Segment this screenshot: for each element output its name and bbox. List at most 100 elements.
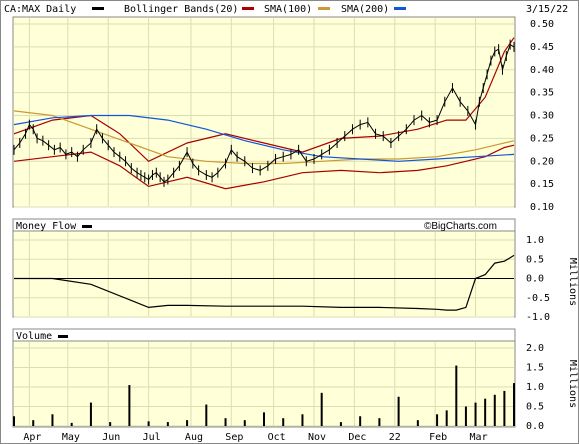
money-flow-y-axis: 1.0 0.5 0.0 -0.5 -1.0 xyxy=(526,235,550,323)
watermark: ©BigCharts.com xyxy=(424,221,497,232)
x-tick-label: Aug xyxy=(185,432,203,443)
sma200-legend-swatch xyxy=(394,7,406,10)
volume-bar xyxy=(13,416,15,426)
volume-bar xyxy=(282,418,285,426)
price-y-axis: 0.10 0.15 0.20 0.25 0.30 0.35 0.40 0.45 0.50 xyxy=(530,19,554,213)
money-flow-grid xyxy=(14,232,514,318)
volume-plot-area xyxy=(12,328,516,428)
money-flow-panel: Money Flow ©BigCharts.com 1.0 0.5 0.0 -0.5 -… xyxy=(12,218,578,323)
money-flow-y-tick: 0.0 xyxy=(526,274,544,285)
volume-y-tick: 0.5 xyxy=(526,402,544,413)
money-flow-title-bar xyxy=(12,218,516,232)
x-tick-label: Dec xyxy=(348,432,366,443)
volume-bar xyxy=(147,421,150,426)
x-tick-label: Feb xyxy=(429,432,447,443)
price-bars xyxy=(13,39,515,187)
bollinger-legend-swatch xyxy=(242,7,254,10)
money-flow-line xyxy=(14,254,515,311)
money-flow-title: Money Flow xyxy=(16,221,77,232)
x-tick-label: Apr xyxy=(23,432,41,443)
symbol-label: CA:MAX Daily xyxy=(4,4,76,15)
volume-bar xyxy=(397,396,400,426)
volume-bar xyxy=(320,392,323,426)
sma100-legend-swatch xyxy=(318,7,330,10)
volume-bar xyxy=(186,420,189,426)
money-flow-y-tick: -1.0 xyxy=(526,312,550,323)
price-y-tick: 0.25 xyxy=(530,133,554,144)
volume-panel: Volume 2.0 1.5 1.0 0.5 0.0 Millions xyxy=(12,328,578,432)
volume-bar xyxy=(436,414,439,426)
volume-bar xyxy=(513,383,515,426)
x-tick-label: Jun xyxy=(102,432,120,443)
x-tick-label: May xyxy=(62,432,80,443)
price-y-tick: 0.20 xyxy=(530,156,554,167)
price-legend-swatch xyxy=(92,7,104,10)
volume-y-tick: 1.0 xyxy=(526,382,544,393)
money-flow-y-tick: -0.5 xyxy=(526,293,550,304)
price-y-tick: 0.15 xyxy=(530,179,554,190)
volume-bar xyxy=(205,404,208,426)
volume-bar xyxy=(493,394,496,426)
volume-y-tick: 1.5 xyxy=(526,363,544,374)
price-y-tick: 0.50 xyxy=(530,19,554,30)
money-flow-y-tick: 1.0 xyxy=(526,235,544,246)
volume-bar xyxy=(243,420,246,426)
volume-title: Volume xyxy=(16,331,52,342)
chart-header: CA:MAX Daily Bollinger Bands(20) SMA(100… xyxy=(4,4,568,15)
bollinger-upper-line xyxy=(13,37,515,163)
volume-legend-swatch xyxy=(58,335,68,338)
price-y-tick: 0.45 xyxy=(530,42,554,53)
volume-bars xyxy=(13,365,515,426)
volume-units: Millions xyxy=(567,360,578,408)
volume-y-tick: 2.0 xyxy=(526,343,544,354)
money-flow-y-tick: 0.5 xyxy=(526,254,544,265)
x-tick-label: Jul xyxy=(143,432,161,443)
price-panel: 0.10 0.15 0.20 0.25 0.30 0.35 0.40 0.45 0.50 xyxy=(12,16,554,213)
price-plot-area xyxy=(12,16,516,208)
volume-y-tick: 0.0 xyxy=(526,421,544,432)
volume-grid xyxy=(14,342,514,427)
money-flow-plot-area xyxy=(12,218,516,318)
volume-bar xyxy=(51,414,54,426)
volume-bar xyxy=(464,406,467,426)
volume-bar xyxy=(378,418,381,426)
volume-bar xyxy=(109,422,112,426)
sma100-label: SMA(100) xyxy=(264,4,312,15)
volume-title-bar xyxy=(12,328,516,342)
volume-bar xyxy=(359,416,362,426)
volume-bar xyxy=(263,412,265,426)
bollinger-bands xyxy=(13,37,515,190)
moving-averages xyxy=(13,110,515,165)
price-y-tick: 0.35 xyxy=(530,88,554,99)
sma200-label: SMA(200) xyxy=(341,4,389,15)
price-y-tick: 0.30 xyxy=(530,111,554,122)
x-tick-label: Nov xyxy=(308,432,326,443)
volume-bar xyxy=(70,422,73,426)
volume-bar xyxy=(474,402,477,426)
price-y-tick: 0.40 xyxy=(530,65,554,76)
volume-bar xyxy=(503,390,506,426)
money-flow-legend-swatch xyxy=(82,225,92,228)
x-axis-labels: Apr May Jun Jul Aug Sep Oct Nov Dec 22 Feb Mar xyxy=(23,432,487,443)
bollinger-label: Bollinger Bands(20) xyxy=(124,4,238,15)
money-flow-path xyxy=(14,254,515,311)
volume-bar xyxy=(128,385,131,426)
volume-bar xyxy=(445,410,448,426)
sma100-line xyxy=(13,110,515,165)
price-y-tick: 0.10 xyxy=(530,202,554,213)
volume-bar xyxy=(89,402,92,426)
volume-bar xyxy=(416,420,419,426)
money-flow-units: Millions xyxy=(567,258,578,306)
volume-bar xyxy=(455,365,458,426)
volume-bar xyxy=(224,418,227,426)
x-tick-label: Mar xyxy=(470,432,488,443)
volume-bar xyxy=(301,414,304,426)
x-tick-label: 22 xyxy=(389,432,401,443)
bollinger-lower-line xyxy=(13,144,515,190)
x-tick-label: Oct xyxy=(268,432,286,443)
sma200-line xyxy=(13,114,515,162)
volume-bar xyxy=(484,398,487,426)
date-label: 3/15/22 xyxy=(526,4,568,15)
volume-bar xyxy=(32,420,35,426)
